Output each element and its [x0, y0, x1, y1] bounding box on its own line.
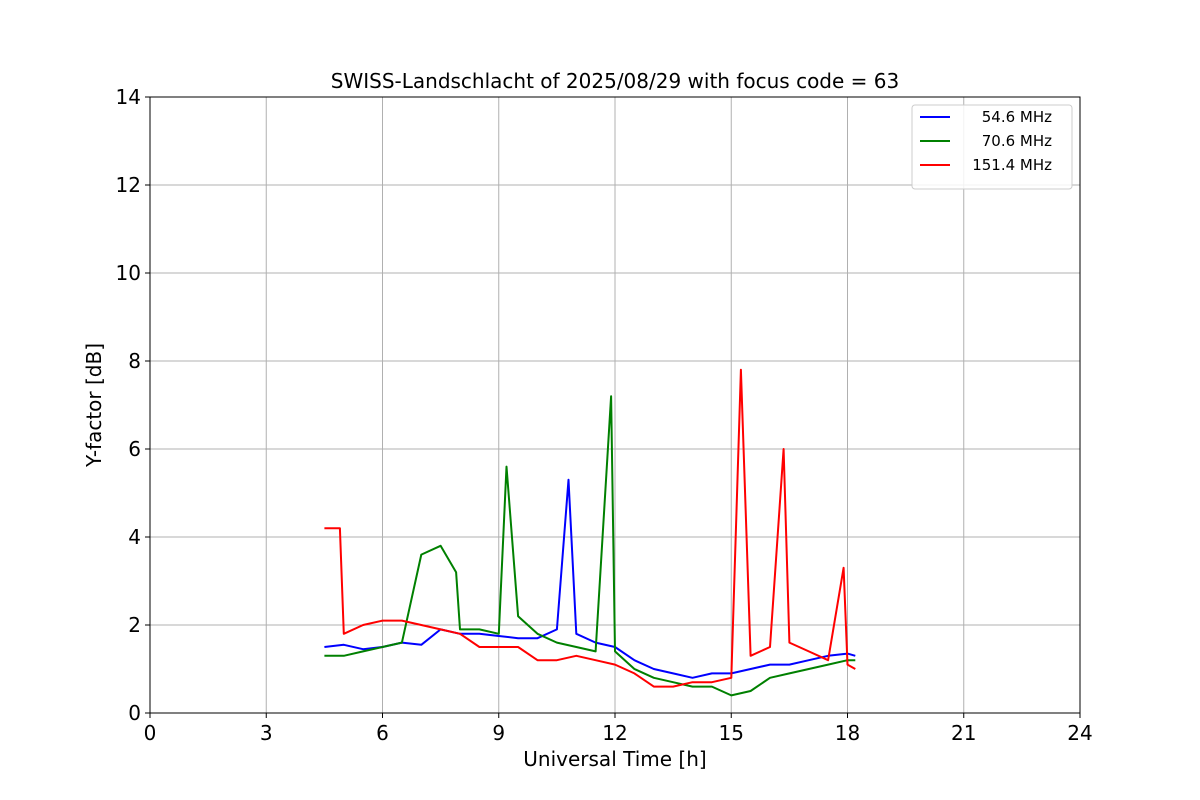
- legend-box: [911, 104, 1073, 190]
- x-tick-label: 3: [260, 721, 273, 745]
- legend-label: 151.4 MHz: [972, 156, 1052, 174]
- x-tick-label: 9: [492, 721, 505, 745]
- legend-label: 70.6 MHz: [982, 132, 1052, 150]
- y-tick-label: 12: [116, 173, 141, 197]
- x-tick-label: 0: [144, 721, 157, 745]
- y-tick-label: 8: [128, 349, 141, 373]
- y-tick-label: 6: [128, 437, 141, 461]
- legend: 54.6 MHz 70.6 MHz 151.4 MHz: [911, 104, 1073, 190]
- series-line-54-6-mhz: [324, 478, 856, 679]
- series-line-70-6-mhz: [324, 395, 856, 697]
- x-tick-label: 6: [376, 721, 389, 745]
- y-tick-label: 2: [128, 613, 141, 637]
- x-tick-label: 21: [951, 721, 976, 745]
- x-tick-label: 24: [1067, 721, 1092, 745]
- series-layer: [324, 368, 856, 697]
- x-tick-label: 15: [719, 721, 744, 745]
- legend-label: 54.6 MHz: [982, 108, 1052, 126]
- y-tick-label: 14: [116, 85, 141, 109]
- y-tick-label: 4: [128, 525, 141, 549]
- y-axis-label: Y-factor [dB]: [82, 343, 106, 468]
- y-tick-label: 10: [116, 261, 141, 285]
- x-axis-label: Universal Time [h]: [523, 747, 706, 771]
- chart-title: SWISS-Landschlacht of 2025/08/29 with fo…: [331, 69, 899, 93]
- series-line-151-4-mhz: [324, 368, 856, 688]
- y-tick-label: 0: [128, 701, 141, 725]
- x-tick-label: 18: [835, 721, 860, 745]
- x-tick-label: 12: [602, 721, 627, 745]
